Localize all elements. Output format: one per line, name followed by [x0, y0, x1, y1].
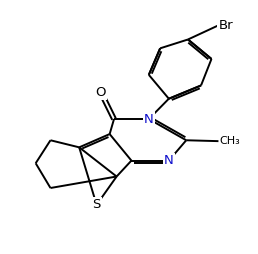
- Text: O: O: [96, 86, 106, 99]
- Text: CH₃: CH₃: [220, 136, 241, 146]
- Text: Br: Br: [219, 19, 233, 32]
- Text: N: N: [144, 113, 154, 125]
- Text: S: S: [92, 198, 101, 211]
- Text: N: N: [164, 154, 174, 167]
